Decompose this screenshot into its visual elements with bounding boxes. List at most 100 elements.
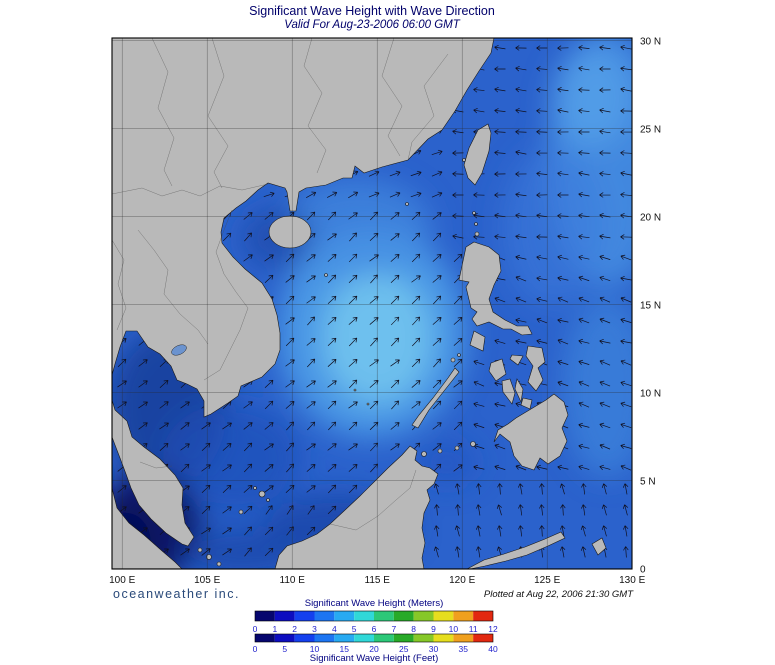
wave-direction-arrow <box>433 358 441 368</box>
wave-direction-arrow <box>453 295 463 305</box>
wave-direction-arrow <box>159 379 169 388</box>
wave-direction-arrow <box>515 45 527 51</box>
wave-direction-arrow <box>432 379 442 389</box>
wave-direction-arrow <box>348 421 358 431</box>
wave-direction-arrow <box>620 338 632 345</box>
wave-direction-arrow <box>453 253 463 263</box>
wave-direction-arrow <box>243 212 253 220</box>
wave-direction-arrow <box>264 526 274 536</box>
wave-direction-arrow <box>264 400 274 410</box>
wave-direction-arrow <box>452 150 464 156</box>
wave-direction-arrow <box>432 232 442 242</box>
wave-direction-arrow <box>559 525 566 537</box>
wave-direction-arrow <box>518 504 524 516</box>
legend-segment-meters <box>473 611 493 621</box>
wave-direction-arrow <box>578 129 590 135</box>
wave-direction-arrow <box>599 296 611 303</box>
wave-direction-arrow <box>452 213 464 219</box>
wave-direction-arrow <box>494 192 506 198</box>
island-hainan <box>268 215 312 249</box>
lon-tick-label: 130 E <box>619 575 645 586</box>
wave-direction-arrow <box>159 422 169 430</box>
oceanweather-logo-text: oceanweather inc. <box>113 587 240 601</box>
wave-direction-arrow <box>536 296 548 303</box>
wave-direction-arrow <box>620 234 632 240</box>
wave-direction-arrow <box>244 547 252 557</box>
wave-direction-arrow <box>453 421 463 431</box>
wave-direction-arrow <box>599 192 611 198</box>
wave-direction-arrow <box>515 108 527 114</box>
wave-direction-arrow <box>264 379 274 389</box>
wave-direction-arrow <box>348 443 358 451</box>
wave-direction-arrow <box>557 380 569 387</box>
wave-direction-arrow <box>285 253 295 263</box>
wave-direction-arrow <box>410 170 422 177</box>
wave-direction-arrow <box>327 464 337 472</box>
wave-direction-arrow <box>494 66 506 72</box>
legend-tick-meters: 6 <box>372 624 377 634</box>
wave-direction-arrow <box>536 317 548 324</box>
wave-direction-arrow <box>306 526 316 536</box>
wave-direction-arrow <box>515 254 527 261</box>
wave-direction-arrow <box>455 483 461 495</box>
wave-direction-arrow <box>390 422 400 430</box>
wave-direction-arrow <box>476 504 482 516</box>
wave-direction-arrow <box>243 505 253 515</box>
wave-direction-arrow <box>473 422 485 429</box>
wave-direction-arrow <box>455 504 461 516</box>
wave-direction-arrow <box>557 464 569 471</box>
axis-labels: 100 E 105 E 110 E 115 E 120 E 125 E 130 E0 5 N 1… <box>109 37 661 586</box>
wave-direction-arrow <box>494 45 506 51</box>
wave-direction-arrow <box>578 422 590 429</box>
legend-segment-feet <box>473 634 493 642</box>
wave-direction-arrow <box>180 401 190 409</box>
wave-direction-arrow <box>180 443 190 451</box>
legend-tick-meters: 9 <box>431 624 436 634</box>
wave-direction-arrow <box>494 171 506 177</box>
wave-direction-arrow <box>599 359 611 366</box>
wave-direction-arrow <box>222 232 232 242</box>
legend-segment-feet <box>294 634 315 642</box>
wave-direction-arrow <box>494 108 506 114</box>
wave-direction-arrow <box>307 421 316 431</box>
island-batanes-2 <box>474 222 478 226</box>
wave-direction-arrow <box>433 546 440 558</box>
lon-tick-label: 100 E <box>109 575 135 586</box>
wave-direction-arrow <box>494 443 506 450</box>
wave-direction-arrow <box>536 66 548 72</box>
wave-direction-arrow <box>515 86 527 93</box>
wave-direction-arrow <box>539 525 545 537</box>
island-riau-3 <box>216 561 222 567</box>
island-sulu-4 <box>470 441 476 447</box>
legend-segment-meters <box>314 611 335 621</box>
island-mindoro <box>469 330 486 352</box>
legend-tick-meters: 4 <box>332 624 337 634</box>
island-sulawesi <box>466 531 566 569</box>
island-spratly-2 <box>366 402 370 406</box>
wave-direction-arrow <box>138 422 148 430</box>
wave-direction-arrow <box>222 527 232 535</box>
legend-tick-feet: 40 <box>488 644 498 654</box>
wave-direction-arrow <box>285 337 295 347</box>
wave-direction-arrow <box>348 274 358 284</box>
wave-direction-arrow <box>473 401 485 408</box>
wave-direction-arrow <box>286 463 295 473</box>
legend-segment-feet <box>255 634 275 642</box>
wave-direction-arrow <box>306 275 316 283</box>
wave-direction-arrow <box>390 254 400 262</box>
wave-direction-arrow <box>328 421 337 431</box>
wave-direction-arrow <box>431 149 443 156</box>
wave-direction-arrow <box>285 401 295 409</box>
wave-direction-arrow <box>539 504 545 516</box>
wave-direction-arrow <box>390 316 400 326</box>
legend-segment-feet <box>413 634 434 642</box>
wave-direction-arrow <box>515 338 527 345</box>
wave-direction-arrow <box>515 129 527 135</box>
wave-direction-arrow <box>411 380 421 388</box>
wave-direction-arrow <box>306 401 316 409</box>
wave-direction-arrow <box>243 422 253 430</box>
wave-direction-arrow <box>599 107 611 114</box>
wave-direction-arrow <box>578 234 590 240</box>
legend-tick-feet: 15 <box>340 644 350 654</box>
wave-direction-arrow <box>327 295 337 305</box>
